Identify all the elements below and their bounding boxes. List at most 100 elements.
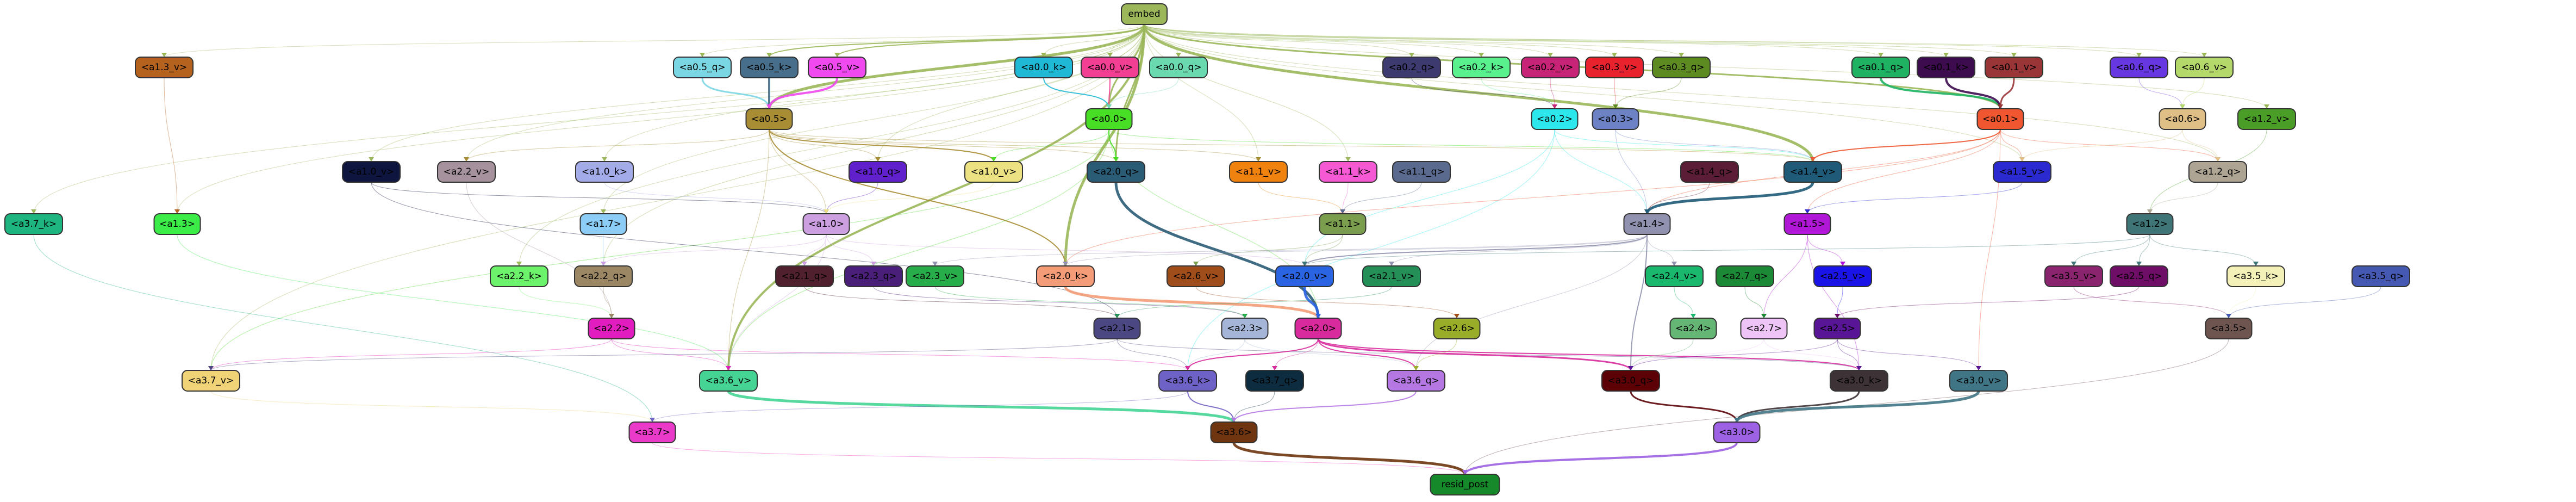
edge-arrowhead: [824, 209, 829, 214]
edge-arrowhead: [700, 53, 705, 57]
node-a0-0-v[interactable]: <a0.0_v>: [1081, 57, 1139, 78]
node-a3-0-q[interactable]: <a3.0_q>: [1601, 370, 1660, 392]
node-a1-0[interactable]: <a1.0>: [802, 213, 850, 235]
node-a0-2-v[interactable]: <a0.2_v>: [1521, 57, 1580, 78]
edge-embed-to-a1_1_v: [1144, 24, 1259, 162]
node-a1-7[interactable]: <a1.7>: [579, 213, 627, 235]
node-label: <a2.4_v>: [1651, 271, 1698, 282]
node-a2-2-q[interactable]: <a2.2_q>: [574, 265, 633, 287]
node-a3-7-k[interactable]: <a3.7_k>: [4, 213, 63, 235]
node-a1-2-v[interactable]: <a1.2_v>: [2237, 108, 2296, 130]
node-a2-3-q[interactable]: <a2.3_q>: [844, 265, 903, 287]
node-a1-2[interactable]: <a1.2>: [2126, 213, 2174, 235]
node-a1-1-q[interactable]: <a1.1_q>: [1392, 161, 1451, 183]
node-a0-3-v[interactable]: <a0.3_v>: [1585, 57, 1644, 78]
edge-a0_1-to-a1_5_v: [2000, 129, 2023, 162]
node-a3-0-k[interactable]: <a3.0_k>: [1830, 370, 1888, 392]
node-label: <a2.5_q>: [2116, 271, 2162, 282]
edge-a2_5_v-to-a2_5: [1837, 286, 1843, 319]
node-a1-0-q[interactable]: <a1.0_q>: [849, 161, 907, 183]
node-a3-6-v[interactable]: <a3.6_v>: [699, 370, 758, 392]
node-a2-3-v[interactable]: <a2.3_v>: [906, 265, 964, 287]
node-a2-7[interactable]: <a2.7>: [1740, 318, 1788, 339]
node-a1-4[interactable]: <a1.4>: [1623, 213, 1671, 235]
node-a0-6-q[interactable]: <a0.6_q>: [2110, 57, 2168, 78]
node-a2-1-q[interactable]: <a2.1_q>: [775, 265, 834, 287]
node-a1-1-v[interactable]: <a1.1_v>: [1229, 161, 1288, 183]
node-a1-4-v[interactable]: <a1.4_v>: [1783, 161, 1842, 183]
node-a2-1[interactable]: <a2.1>: [1093, 318, 1141, 339]
node-a0-0-q[interactable]: <a0.0_q>: [1149, 57, 1208, 78]
edge-a1_5-to-a2_7: [1763, 234, 1808, 319]
node-a2-4[interactable]: <a2.4>: [1669, 318, 1717, 339]
node-a0-0[interactable]: <a0.0>: [1085, 108, 1133, 130]
node-a0-1-k[interactable]: <a0.1_k>: [1917, 57, 1975, 78]
node-a0-2[interactable]: <a0.2>: [1531, 108, 1579, 130]
node-a2-5-q[interactable]: <a2.5_q>: [2110, 265, 2168, 287]
node-a2-2[interactable]: <a2.2>: [588, 318, 635, 339]
node-a2-0-v[interactable]: <a2.0_v>: [1275, 265, 1334, 287]
node-a1-0-v2[interactable]: <a1.0_v>: [964, 161, 1023, 183]
node-a1-3[interactable]: <a1.3>: [153, 213, 201, 235]
node-a1-4-q[interactable]: <a1.4_q>: [1680, 161, 1739, 183]
node-a2-6[interactable]: <a2.6>: [1433, 318, 1481, 339]
node-box: [1813, 318, 1861, 339]
node-a1-0-v[interactable]: <a1.0_v>: [342, 161, 401, 183]
edge-a1_5-to-a2_5_v: [1807, 234, 1843, 267]
node-a0-2-k[interactable]: <a0.2_k>: [1452, 57, 1511, 78]
node-a2-2-k[interactable]: <a2.2_k>: [490, 265, 548, 287]
node-a0-5[interactable]: <a0.5>: [745, 108, 793, 130]
node-resid-post[interactable]: resid_post: [1430, 474, 1500, 495]
node-a0-1-q[interactable]: <a0.1_q>: [1851, 57, 1910, 78]
node-a1-1[interactable]: <a1.1>: [1319, 213, 1367, 235]
node-a3-7-q[interactable]: <a3.7_q>: [1245, 370, 1304, 392]
node-a0-3-q[interactable]: <a0.3_q>: [1652, 57, 1711, 78]
node-a0-1-v[interactable]: <a0.1_v>: [1985, 57, 2043, 78]
edge-arrowhead: [766, 53, 772, 57]
node-a1-3-v[interactable]: <a1.3_v>: [135, 57, 194, 78]
node-box: [1669, 318, 1717, 339]
node-a3-0-v[interactable]: <a3.0_v>: [1949, 370, 2008, 392]
node-a1-1-k[interactable]: <a1.1_k>: [1319, 161, 1377, 183]
node-a0-1[interactable]: <a0.1>: [1976, 108, 2024, 130]
node-a2-7-q[interactable]: <a2.7_q>: [1716, 265, 1774, 287]
node-a2-0[interactable]: <a2.0>: [1294, 318, 1342, 339]
node-a2-4-v[interactable]: <a2.4_v>: [1645, 265, 1704, 287]
node-a1-2-q[interactable]: <a1.2_q>: [2188, 161, 2247, 183]
edge-embed-to-a0_6_q: [1144, 24, 2140, 58]
node-box: [1531, 108, 1579, 130]
node-a2-5[interactable]: <a2.5>: [1813, 318, 1861, 339]
node-box: [1245, 370, 1304, 392]
edge-a1_0-to-a2_3_q: [826, 234, 874, 267]
node-a0-6-v[interactable]: <a0.6_v>: [2175, 57, 2234, 78]
node-a2-6-v[interactable]: <a2.6_v>: [1167, 265, 1225, 287]
node-a3-7-v[interactable]: <a3.7_v>: [182, 370, 240, 392]
node-a0-5-q[interactable]: <a0.5_q>: [673, 57, 732, 78]
node-a2-2-v[interactable]: <a2.2_v>: [437, 161, 496, 183]
node-a0-2-q[interactable]: <a0.2_q>: [1382, 57, 1441, 78]
node-a0-5-v[interactable]: <a0.5_v>: [808, 57, 866, 78]
node-a3-6[interactable]: <a3.6>: [1210, 422, 1258, 443]
node-a2-1-v[interactable]: <a2.1_v>: [1362, 265, 1421, 287]
node-a3-5-q[interactable]: <a3.5_q>: [2352, 265, 2410, 287]
node-a2-0-k[interactable]: <a2.0_k>: [1036, 265, 1095, 287]
node-a0-3[interactable]: <a0.3>: [1592, 108, 1639, 130]
node-a3-0[interactable]: <a3.0>: [1713, 422, 1761, 443]
node-a3-5-k[interactable]: <a3.5_k>: [2226, 265, 2285, 287]
node-a0-5-k[interactable]: <a0.5_k>: [740, 57, 799, 78]
node-a0-0-k[interactable]: <a0.0_k>: [1014, 57, 1073, 78]
node-a1-0-k[interactable]: <a1.0_k>: [575, 161, 634, 183]
node-a1-5-v[interactable]: <a1.5_v>: [1993, 161, 2051, 183]
node-a2-3[interactable]: <a2.3>: [1221, 318, 1269, 339]
edge-a3_0_k-to-a3_0: [1736, 391, 1860, 423]
node-a3-6-q[interactable]: <a3.6_q>: [1387, 370, 1445, 392]
node-a1-5[interactable]: <a1.5>: [1783, 213, 1831, 235]
node-embed[interactable]: embed: [1121, 3, 1168, 25]
node-a3-6-k[interactable]: <a3.6_k>: [1158, 370, 1217, 392]
node-a0-6[interactable]: <a0.6>: [2159, 108, 2206, 130]
node-a2-0-q[interactable]: <a2.0_q>: [1087, 161, 1145, 183]
node-a3-7[interactable]: <a3.7>: [628, 422, 676, 443]
node-a2-5-v[interactable]: <a2.5_v>: [1813, 265, 1872, 287]
node-a3-5[interactable]: <a3.5>: [2205, 318, 2253, 339]
node-a3-5-v[interactable]: <a3.5_v>: [2044, 265, 2103, 287]
